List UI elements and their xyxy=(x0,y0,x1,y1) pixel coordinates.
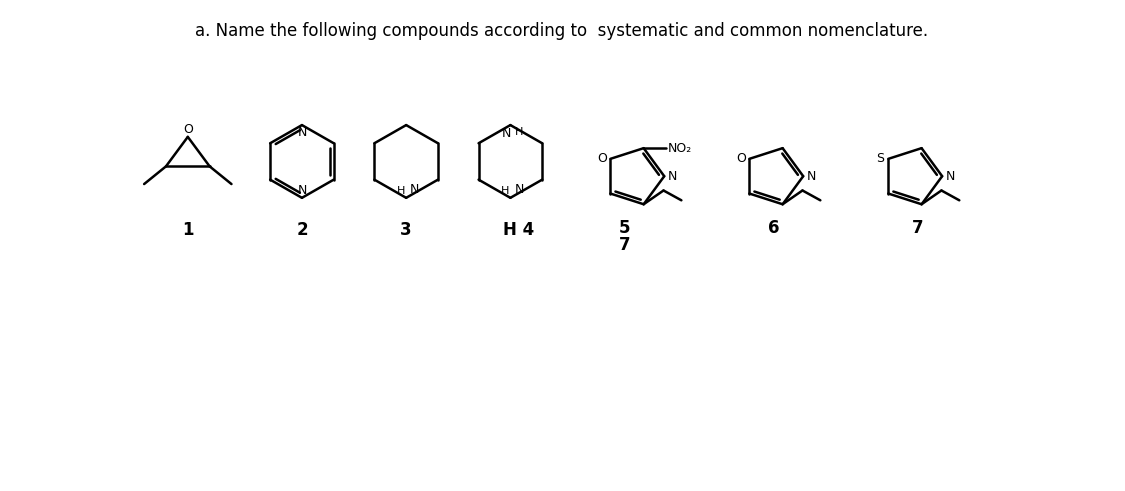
Text: 2: 2 xyxy=(296,221,308,239)
Text: 3: 3 xyxy=(400,221,412,239)
Text: N: N xyxy=(667,170,677,183)
Text: N: N xyxy=(297,184,307,197)
Text: NO₂: NO₂ xyxy=(667,141,692,155)
Text: H: H xyxy=(515,127,524,137)
Text: H: H xyxy=(397,186,405,196)
Text: N: N xyxy=(411,183,420,196)
Text: N: N xyxy=(297,126,307,139)
Text: O: O xyxy=(737,152,746,165)
Text: 1: 1 xyxy=(182,221,193,239)
Text: a. Name the following compounds according to  systematic and common nomenclature: a. Name the following compounds accordin… xyxy=(196,22,928,40)
Text: N: N xyxy=(945,170,955,183)
Text: H: H xyxy=(502,186,510,196)
Text: H 4: H 4 xyxy=(503,221,534,239)
Text: O: O xyxy=(183,123,192,136)
Text: S: S xyxy=(876,152,884,165)
Text: 6: 6 xyxy=(767,219,780,237)
Text: N: N xyxy=(502,127,511,140)
Text: 7: 7 xyxy=(619,236,630,254)
Text: O: O xyxy=(597,152,608,165)
Text: 7: 7 xyxy=(911,219,924,237)
Text: N: N xyxy=(807,170,816,183)
Text: N: N xyxy=(514,183,524,196)
Text: 5: 5 xyxy=(619,219,630,237)
